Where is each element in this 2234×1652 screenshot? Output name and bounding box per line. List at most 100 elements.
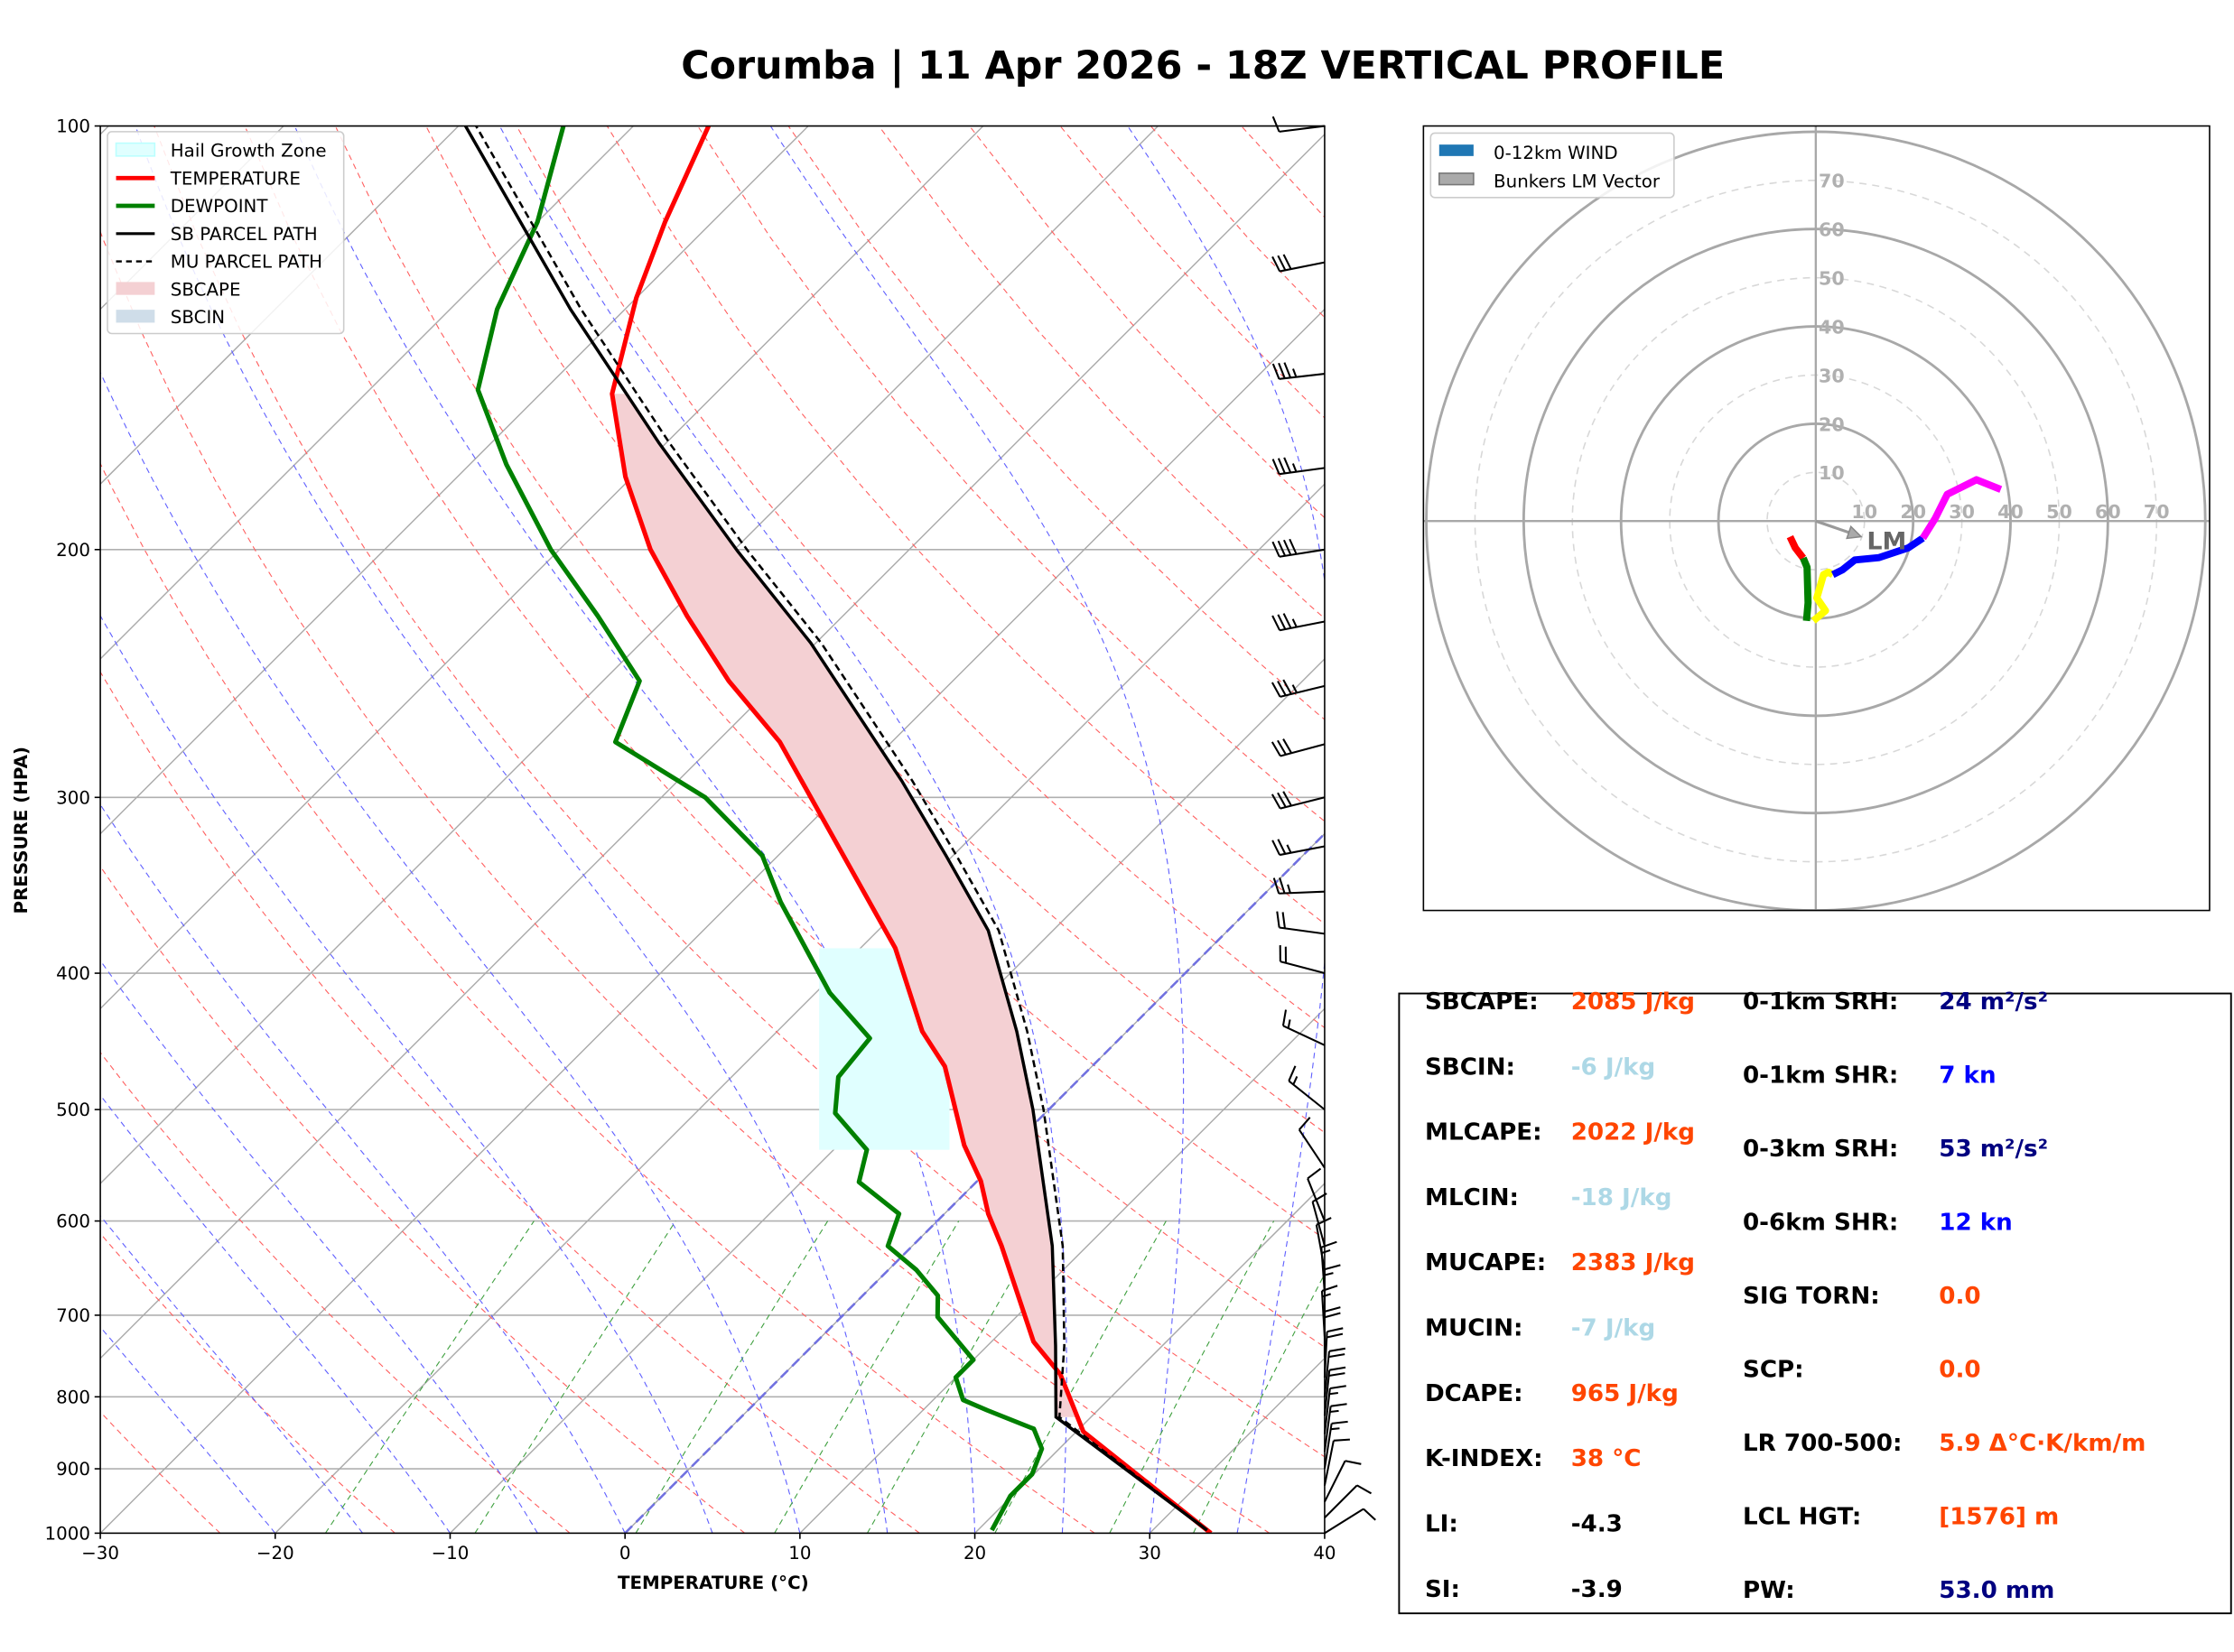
y-tick-label: 900 — [56, 1459, 90, 1480]
barb-feather — [1281, 1009, 1288, 1026]
wind-barb — [1271, 457, 1326, 476]
barb-feather — [1283, 362, 1292, 378]
barb-shaft — [1323, 1369, 1331, 1416]
stat-value: -3.9 — [1571, 1576, 1623, 1603]
barb-shaft — [1282, 1025, 1326, 1046]
barb-feather — [1324, 1306, 1341, 1313]
ring-label-v: 10 — [1819, 462, 1845, 484]
stat-value: -18 J/kg — [1571, 1184, 1672, 1211]
wind-barb — [1324, 1460, 1362, 1503]
moist-adiabat — [1127, 125, 1325, 1534]
barb-feather — [1282, 791, 1292, 807]
barb-shaft — [1279, 467, 1326, 476]
barb-feather — [1329, 1366, 1346, 1371]
ring-label-v: 70 — [1819, 171, 1845, 192]
stat-value: 2022 J/kg — [1571, 1119, 1695, 1146]
legend-label: SBCIN — [171, 307, 225, 328]
moist-adiabat — [100, 1094, 451, 1534]
wind-barb — [1271, 116, 1326, 133]
isotherm-line — [100, 125, 1159, 1185]
barb-shaft — [1298, 1128, 1326, 1169]
skewt-axis-ticks: −30 −20 −10 0 10 20 30 40 1000 900 800 700 600 500 400… — [45, 116, 1336, 1564]
x-tick-label: −10 — [432, 1543, 470, 1564]
stat-label: SIG TORN: — [1743, 1283, 1880, 1310]
sb-parcel-path — [463, 125, 1208, 1532]
stat-label: 0-1km SRH: — [1743, 988, 1898, 1016]
x-tick-label: 10 — [788, 1543, 811, 1564]
stat-label: SBCIN: — [1425, 1053, 1515, 1081]
barb-feather — [1271, 255, 1281, 273]
legend-label: SB PARCEL PATH — [171, 224, 318, 245]
y-axis-label: PRESSURE (HPA) — [11, 747, 32, 914]
hodograph-segment — [1810, 568, 1835, 624]
barb-feather — [1328, 1353, 1345, 1359]
hodograph-panel: 10 10 20 20 30 30 40 40 50 50 60 60 70 70 LM 0-12km WI… — [1422, 125, 2211, 912]
stat-label: PW: — [1743, 1577, 1795, 1604]
barb-shaft — [1280, 684, 1326, 698]
wind-barb — [1323, 1366, 1346, 1416]
ring-label-v: 60 — [1819, 219, 1845, 241]
moist-adiabat — [100, 1326, 276, 1534]
barb-half-feather — [1322, 1293, 1331, 1298]
barb-feather — [1271, 541, 1280, 558]
barb-half-feather — [1321, 1248, 1331, 1254]
wind-barb — [1288, 1065, 1326, 1110]
x-tick-label: 20 — [963, 1543, 986, 1564]
lm-vector-arrowhead — [1846, 524, 1863, 540]
temperature-line — [610, 125, 1213, 1534]
legend-label: SBCAPE — [171, 279, 241, 300]
barb-feather — [1276, 911, 1280, 928]
barb-shaft — [1315, 1224, 1326, 1270]
barb-half-feather — [1328, 1391, 1338, 1396]
mixing-ratio-line — [324, 1220, 535, 1534]
moist-adiabat — [769, 125, 1185, 1534]
ring-label-u: 60 — [2095, 501, 2121, 523]
ring-label-u: 40 — [1997, 501, 2024, 523]
stat-value: 965 J/kg — [1571, 1380, 1679, 1407]
barb-shaft — [1323, 1423, 1333, 1470]
barb-feather — [1279, 877, 1286, 894]
stat-value: 24 m²/s² — [1939, 988, 2048, 1016]
barb-shaft — [1324, 1460, 1346, 1503]
skewt-fills — [611, 394, 1078, 1417]
dry-adiabat — [100, 462, 1095, 1534]
barb-feather — [1277, 792, 1287, 808]
barb-feather — [1289, 538, 1298, 555]
barb-feather — [1277, 739, 1287, 756]
stat-label: SBCAPE: — [1425, 988, 1539, 1016]
barb-shaft — [1324, 1484, 1358, 1518]
dry-adiabat — [154, 125, 1325, 1458]
wind-barb — [1323, 1403, 1347, 1452]
legend-label: Hail Growth Zone — [171, 141, 327, 162]
stat-value: -7 J/kg — [1571, 1315, 1656, 1342]
hodograph-segment — [1800, 556, 1812, 622]
stat-value: 5.9 Δ°C·K/km/m — [1939, 1430, 2146, 1457]
barb-feather — [1271, 741, 1281, 756]
barb-feather — [1271, 363, 1280, 380]
x-tick-label: −30 — [81, 1543, 119, 1564]
stat-label: 0-1km SHR: — [1743, 1062, 1898, 1089]
stat-value: 2383 J/kg — [1571, 1249, 1695, 1276]
y-tick-label: 500 — [56, 1100, 90, 1120]
sbcape-area — [611, 394, 1078, 1417]
x-tick-label: 40 — [1313, 1543, 1336, 1564]
ring-label-u: 50 — [2046, 501, 2072, 523]
barb-shaft — [1288, 1080, 1326, 1110]
mu-parcel-path — [475, 125, 1208, 1532]
barb-shaft — [1279, 548, 1326, 558]
legend-label: DEWPOINT — [171, 196, 269, 217]
ring-label-v: 30 — [1819, 365, 1845, 386]
legend-label: TEMPERATURE — [170, 168, 301, 189]
stat-value: 38 °C — [1571, 1445, 1642, 1472]
barb-shaft — [1279, 620, 1326, 632]
stat-value: 0.0 — [1939, 1357, 1980, 1384]
barb-feather — [1282, 679, 1292, 695]
isotherm-line — [100, 308, 1325, 1534]
ring-label-u: 70 — [2144, 501, 2170, 523]
stat-label: LCL HGT: — [1743, 1504, 1861, 1531]
moist-adiabat — [498, 125, 1067, 1534]
wind-barb — [1324, 1484, 1373, 1518]
barb-feather — [1299, 1117, 1311, 1131]
stat-label: MLCAPE: — [1425, 1119, 1542, 1146]
barb-shaft — [1323, 1350, 1331, 1397]
